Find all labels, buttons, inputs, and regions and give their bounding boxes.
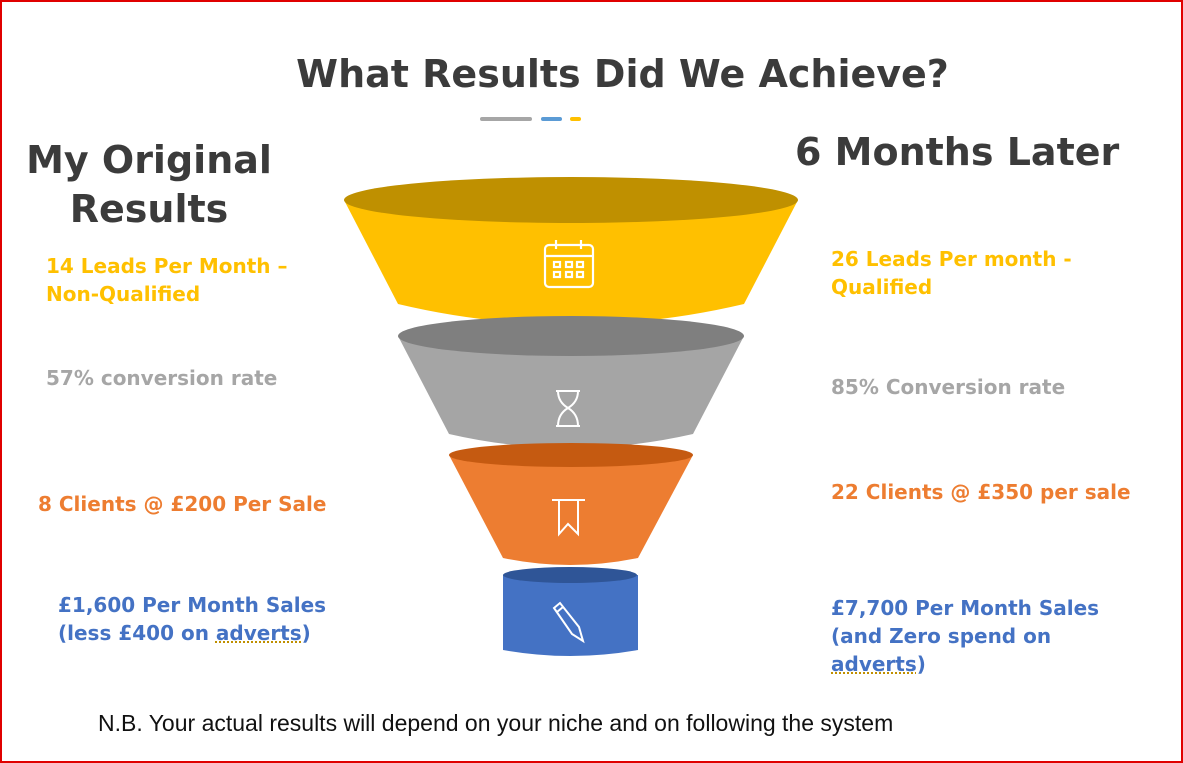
- hourglass-icon: [556, 390, 580, 427]
- adverts-text: adverts: [831, 652, 917, 676]
- calendar-icon: [543, 240, 595, 289]
- adverts-text: adverts: [215, 621, 302, 645]
- left-heading: My Original Results: [0, 136, 298, 234]
- left-leads-line1: 14 Leads Per Month –: [46, 254, 288, 278]
- right-conversion: 85% Conversion rate: [831, 375, 1066, 399]
- right-leads: 26 Leads Per month - Qualified: [831, 245, 1072, 301]
- funnel-stage-2: [398, 316, 744, 448]
- left-leads: 14 Leads Per Month – Non-Qualified: [46, 252, 287, 308]
- left-heading-line2: Results: [69, 187, 229, 231]
- right-sales-line3: adverts): [831, 650, 1099, 678]
- divider-yellow: [570, 117, 581, 121]
- pencil-icon: [552, 601, 585, 644]
- left-leads-line2: Non-Qualified: [46, 282, 201, 306]
- text: ): [301, 621, 311, 645]
- left-heading-line1: My Original: [26, 138, 272, 182]
- left-sales-line1: £1,600 Per Month Sales: [58, 593, 327, 617]
- funnel-stage-3: [449, 443, 693, 565]
- divider-gray: [480, 117, 532, 121]
- text: ): [916, 652, 926, 676]
- funnel-stage-4: [503, 567, 638, 656]
- funnel-stage-1: [344, 177, 798, 325]
- left-conversion: 57% conversion rate: [46, 366, 278, 390]
- right-heading: 6 Months Later: [795, 130, 1120, 174]
- bookmark-icon: [552, 499, 585, 537]
- right-sales: £7,700 Per Month Sales (and Zero spend o…: [831, 594, 1099, 678]
- page-title: What Results Did We Achieve?: [296, 52, 949, 96]
- right-sales-line2: (and Zero spend on: [831, 624, 1052, 648]
- disclaimer-note: N.B. Your actual results will depend on …: [98, 710, 894, 736]
- right-clients: 22 Clients @ £350 per sale: [831, 480, 1131, 504]
- right-leads-line2: Qualified: [831, 275, 933, 299]
- text: (less £400 on: [58, 621, 216, 645]
- right-sales-line1: £7,700 Per Month Sales: [831, 596, 1100, 620]
- left-sales: £1,600 Per Month Sales (less £400 on adv…: [58, 591, 326, 647]
- left-sales-line2: (less £400 on adverts): [58, 619, 326, 647]
- divider-blue: [541, 117, 562, 121]
- right-leads-line1: 26 Leads Per month -: [831, 247, 1072, 271]
- left-clients: 8 Clients @ £200 Per Sale: [38, 492, 327, 516]
